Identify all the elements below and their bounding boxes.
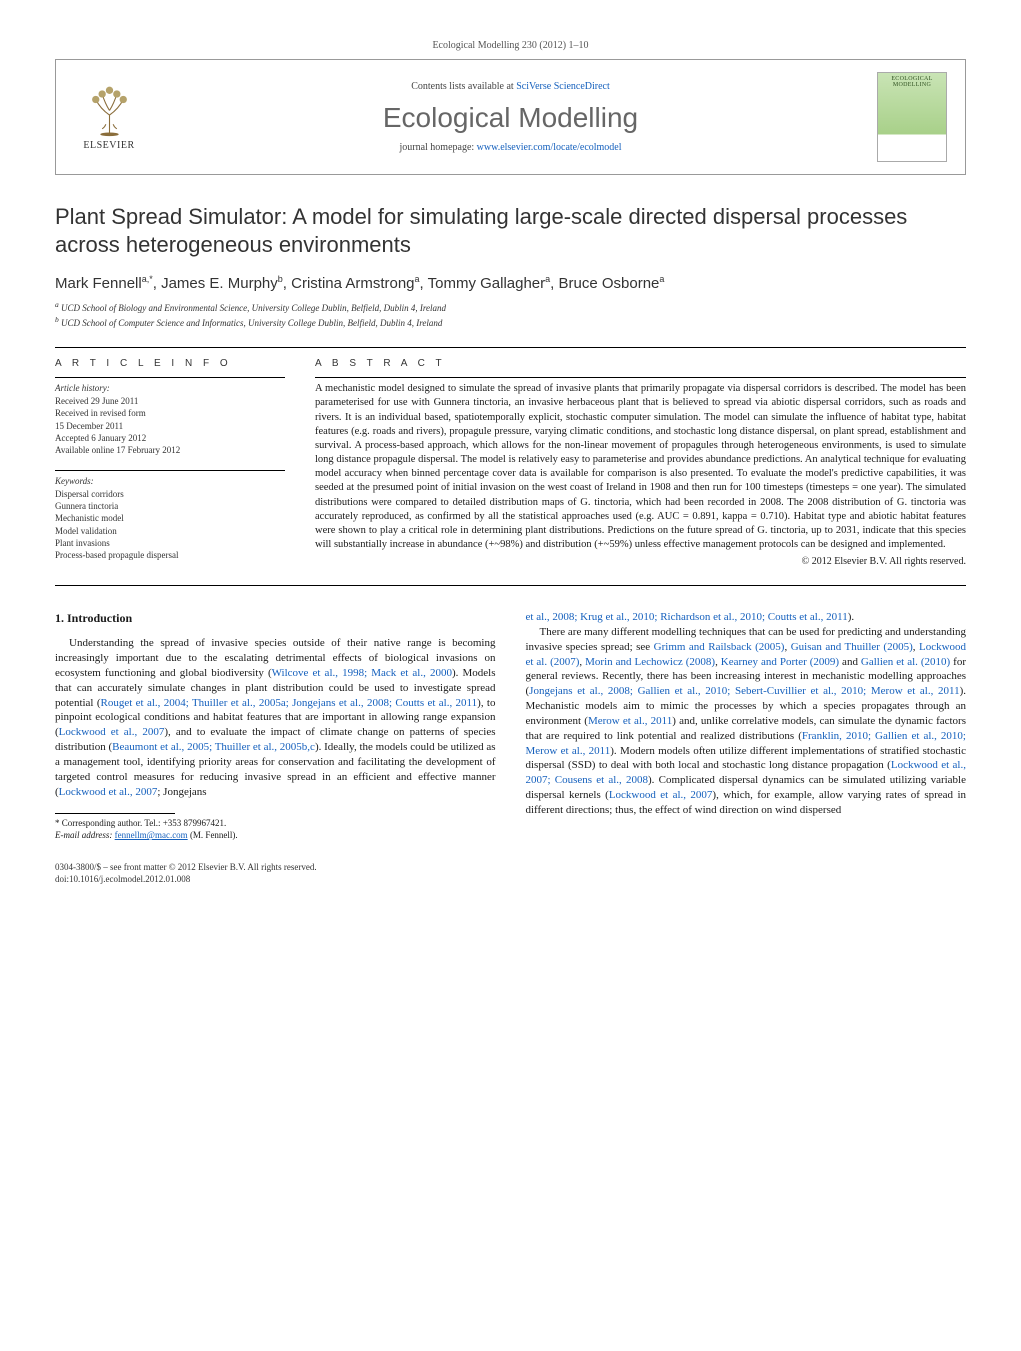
citation-link[interactable]: Lockwood et al., 2007 bbox=[609, 789, 713, 801]
citation-link[interactable]: Merow et al., 2011 bbox=[588, 715, 672, 727]
author-name: Tommy Gallagher bbox=[428, 275, 546, 292]
author-affil-sup: a bbox=[415, 274, 420, 284]
article-history-block: Article history: Received 29 June 2011Re… bbox=[55, 382, 285, 456]
author-affil-sup: a,* bbox=[142, 274, 153, 284]
keyword-item: Plant invasions bbox=[55, 537, 285, 549]
author-list: Mark Fennella,*, James E. Murphyb, Crist… bbox=[55, 274, 966, 292]
keyword-item: Process-based propagule dispersal bbox=[55, 549, 285, 561]
citation-link[interactable]: et al., 2008; Krug et al., 2010; Richard… bbox=[526, 611, 848, 623]
keyword-item: Gunnera tinctoria bbox=[55, 500, 285, 512]
history-line: Accepted 6 January 2012 bbox=[55, 432, 285, 444]
keyword-item: Model validation bbox=[55, 525, 285, 537]
citation-link[interactable]: Rouget et al., 2004; Thuiller et al., 20… bbox=[101, 697, 478, 709]
elsevier-logo: ELSEVIER bbox=[74, 83, 144, 151]
abstract-label: A B S T R A C T bbox=[315, 358, 966, 369]
divider bbox=[55, 377, 285, 378]
citation-link[interactable]: Guisan and Thuiller (2005) bbox=[791, 641, 913, 653]
citation-link[interactable]: Beaumont et al., 2005; Thuiller et al., … bbox=[112, 741, 315, 753]
footer-front-matter: 0304-3800/$ – see front matter © 2012 El… bbox=[55, 862, 966, 874]
journal-cover-thumbnail: ECOLOGICAL MODELLING bbox=[877, 72, 947, 162]
elsevier-tree-icon bbox=[82, 83, 137, 138]
contents-prefix: Contents lists available at bbox=[411, 81, 516, 92]
footer-doi: doi:10.1016/j.ecolmodel.2012.01.008 bbox=[55, 874, 966, 886]
author-name: Bruce Osborne bbox=[559, 275, 660, 292]
citation-link[interactable]: Lockwood et al., 2007 bbox=[59, 726, 165, 738]
citation-link[interactable]: Morin and Lechowicz (2008) bbox=[585, 656, 715, 668]
homepage-prefix: journal homepage: bbox=[399, 142, 476, 153]
corresponding-author-footnote: * Corresponding author. Tel.: +353 87996… bbox=[55, 818, 496, 841]
citation-link[interactable]: Lockwood et al., 2007 bbox=[59, 726, 165, 738]
citation-link[interactable]: Wilcove et al., 1998; Mack et al., 2000 bbox=[272, 667, 452, 679]
journal-homepage-line: journal homepage: www.elsevier.com/locat… bbox=[144, 142, 877, 153]
history-line: Received 29 June 2011 bbox=[55, 395, 285, 407]
citation-link[interactable]: Grimm and Railsback (2005) bbox=[654, 641, 785, 653]
elsevier-wordmark: ELSEVIER bbox=[83, 140, 134, 151]
footnote-rule bbox=[55, 813, 175, 814]
affil-sup: a bbox=[55, 300, 59, 309]
keyword-item: Dispersal corridors bbox=[55, 488, 285, 500]
author-name: Cristina Armstrong bbox=[291, 275, 414, 292]
citation-link[interactable]: Franklin, 2010; Gallien et al., 2010; Me… bbox=[526, 730, 966, 757]
citation-link[interactable]: Lockwood et al., 2007 bbox=[59, 786, 158, 798]
author-affil-sup: b bbox=[278, 274, 283, 284]
intro-paragraph: There are many different modelling techn… bbox=[526, 625, 967, 818]
citation-link[interactable]: Lockwood et al., 2007 bbox=[609, 789, 713, 801]
citation-link[interactable]: Lockwood et al., 2007 bbox=[526, 759, 966, 786]
author-name: James E. Murphy bbox=[161, 275, 278, 292]
citation-link[interactable]: Merow et al., 2011 bbox=[588, 715, 672, 727]
citation-link[interactable]: Franklin, 2010; Gallien et al., 2010; Me… bbox=[526, 730, 966, 757]
citation-link[interactable]: Jongejans et al., 2008; Gallien et al., … bbox=[529, 685, 959, 697]
citation-link[interactable]: Rouget et al., 2004; Thuiller et al., 20… bbox=[101, 697, 478, 709]
homepage-link[interactable]: www.elsevier.com/locate/ecolmodel bbox=[477, 142, 622, 153]
keywords-title: Keywords: bbox=[55, 475, 285, 487]
footnote-email-label: E-mail address: bbox=[55, 830, 115, 840]
abstract-text: A mechanistic model designed to simulate… bbox=[315, 382, 966, 552]
footnote-email-link[interactable]: fennellm@mac.com bbox=[115, 830, 188, 840]
divider bbox=[55, 347, 966, 348]
author-affil-sup: a bbox=[545, 274, 550, 284]
intro-heading: 1. Introduction bbox=[55, 610, 496, 626]
history-line: Received in revised form bbox=[55, 407, 285, 419]
keywords-block: Keywords: Dispersal corridorsGunnera tin… bbox=[55, 475, 285, 561]
affil-text: UCD School of Computer Science and Infor… bbox=[61, 318, 442, 328]
citation-link[interactable]: Wilcove et al., 1998; Mack et al., 2000 bbox=[272, 667, 452, 679]
article-title: Plant Spread Simulator: A model for simu… bbox=[55, 203, 966, 258]
journal-header-box: ELSEVIER Contents lists available at Sci… bbox=[55, 59, 966, 175]
intro-paragraph-continuation: et al., 2008; Krug et al., 2010; Richard… bbox=[526, 610, 967, 625]
article-info-label: A R T I C L E I N F O bbox=[55, 358, 285, 369]
footnote-corr: * Corresponding author. Tel.: +353 87996… bbox=[55, 818, 496, 830]
author-affil-sup: a bbox=[659, 274, 664, 284]
abstract-copyright: © 2012 Elsevier B.V. All rights reserved… bbox=[315, 556, 966, 567]
author-name: Mark Fennell bbox=[55, 275, 142, 292]
intro-paragraph: Understanding the spread of invasive spe… bbox=[55, 636, 496, 799]
cover-label: ECOLOGICAL MODELLING bbox=[878, 76, 946, 88]
history-title: Article history: bbox=[55, 382, 285, 394]
citation-link[interactable]: Beaumont et al., 2005; Thuiller et al., … bbox=[112, 741, 315, 753]
affil-sup: b bbox=[55, 315, 59, 324]
citation-link[interactable]: Kearney and Porter (2009) bbox=[721, 656, 839, 668]
divider bbox=[55, 585, 966, 586]
sciencedirect-link[interactable]: SciVerse ScienceDirect bbox=[516, 81, 610, 92]
divider bbox=[315, 377, 966, 378]
citation-link[interactable]: Gallien et al. (2010) bbox=[861, 656, 950, 668]
contents-available-line: Contents lists available at SciVerse Sci… bbox=[144, 81, 877, 92]
affil-text: UCD School of Biology and Environmental … bbox=[61, 303, 446, 313]
divider bbox=[55, 470, 285, 471]
keyword-item: Mechanistic model bbox=[55, 512, 285, 524]
affiliations: a UCD School of Biology and Environmenta… bbox=[55, 300, 966, 329]
citation-link[interactable]: Lockwood et al., 2007; Cousens et al., 2… bbox=[526, 759, 966, 786]
history-line: 15 December 2011 bbox=[55, 420, 285, 432]
page-footer: 0304-3800/$ – see front matter © 2012 El… bbox=[55, 862, 966, 885]
history-line: Available online 17 February 2012 bbox=[55, 444, 285, 456]
citation-link[interactable]: Jongejans et al., 2008; Gallien et al., … bbox=[529, 685, 959, 697]
journal-title: Ecological Modelling bbox=[144, 102, 877, 134]
journal-reference: Ecological Modelling 230 (2012) 1–10 bbox=[55, 40, 966, 51]
footnote-email-suffix: (M. Fennell). bbox=[188, 830, 238, 840]
